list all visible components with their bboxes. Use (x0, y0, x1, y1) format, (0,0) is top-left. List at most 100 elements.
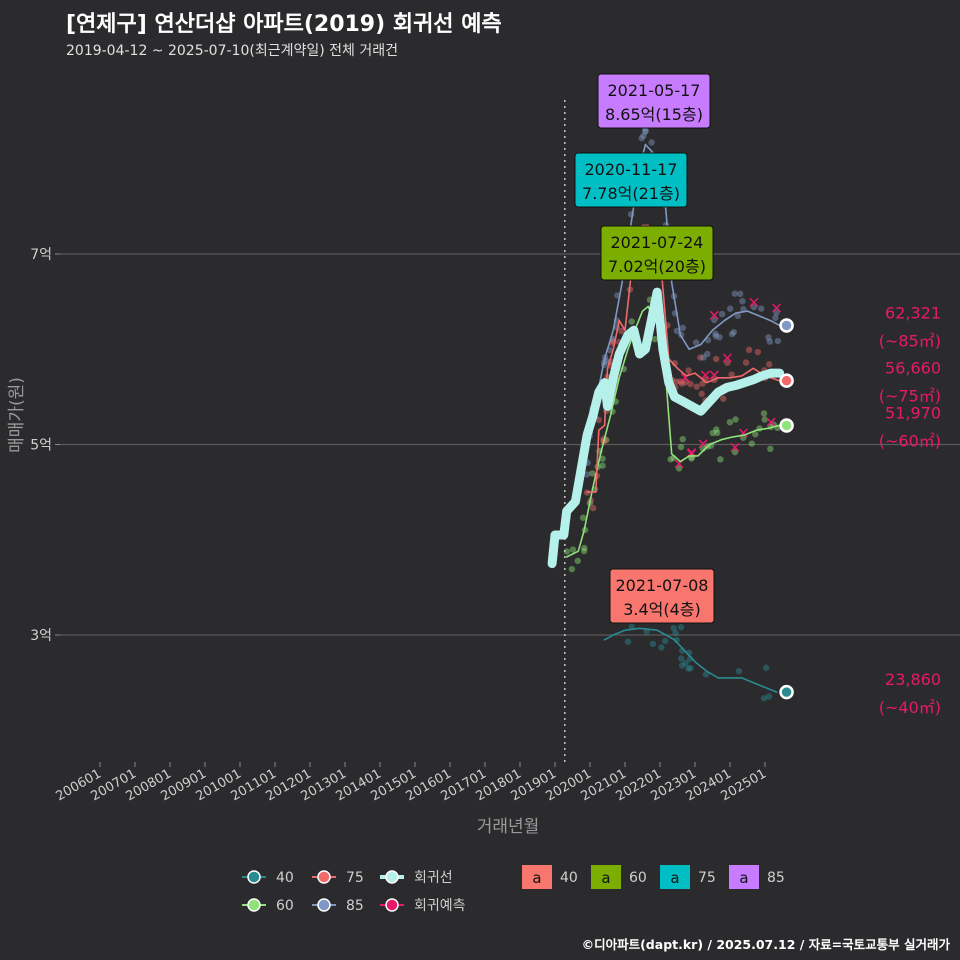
forecast-marker (709, 310, 719, 320)
data-point-85 (731, 290, 739, 297)
chart-title: [연제구] 연산더샵 아파트(2019) 회귀선 예측 (66, 12, 502, 37)
data-point-85 (716, 334, 723, 341)
forecast-marker (730, 442, 740, 452)
data-point-75 (672, 378, 680, 385)
end-size-75: (~75㎡) (879, 387, 941, 406)
legend-box-85 (729, 865, 759, 889)
data-point-75 (724, 359, 731, 366)
data-point-85 (711, 316, 718, 324)
data-point-60 (599, 462, 606, 469)
legend-box-glyph: a (739, 869, 748, 887)
data-point-75 (698, 390, 705, 398)
annotation-value-60: 7.02억(20층) (608, 257, 706, 276)
annotation-value-75: 7.78억(21층) (582, 184, 680, 203)
data-point-85 (712, 332, 720, 340)
data-point-60 (688, 455, 695, 462)
data-point-60 (589, 470, 596, 477)
legend-dot-회귀선 (385, 870, 399, 884)
legend-dot-85 (317, 898, 331, 912)
legend-label-40: 40 (276, 870, 294, 886)
data-point-75 (699, 380, 706, 387)
data-point-85 (642, 128, 649, 135)
legend-label-회귀선: 회귀선 (414, 870, 453, 886)
data-point-40 (670, 624, 677, 632)
data-point-85 (583, 471, 591, 478)
data-point-60 (752, 431, 759, 438)
annotation-box-60 (600, 225, 714, 281)
data-point-40 (678, 662, 686, 669)
data-point-60 (679, 435, 686, 443)
legend-box-60 (591, 865, 621, 889)
legend-box-label-60: 60 (629, 870, 647, 886)
legend-dot-75 (317, 870, 331, 884)
data-point-75 (712, 355, 720, 363)
data-point-60 (709, 429, 716, 437)
legend-dot-60 (247, 898, 261, 912)
data-point-40 (672, 629, 679, 637)
data-point-85 (734, 312, 741, 319)
data-point-60 (581, 544, 588, 552)
data-point-60 (748, 440, 756, 447)
series-line-60 (565, 300, 781, 558)
credit-text: ©디아파트(dapt.kr) / 2025.07.12 / 자료=국토교통부 실… (581, 937, 950, 952)
data-point-75 (697, 354, 704, 361)
data-point-85 (758, 305, 765, 312)
data-point-85 (692, 339, 700, 346)
data-point-85 (750, 303, 758, 311)
data-point-40 (661, 637, 669, 645)
forecast-marker (749, 297, 759, 307)
data-point-85 (773, 309, 780, 316)
data-point-85 (765, 334, 772, 341)
legend-dot-회귀예측 (385, 898, 399, 912)
data-point-60 (599, 455, 606, 462)
end-labels: 62,321 (~85㎡) 56,660 (~75㎡)51,970 (~60㎡) 23,8… (779, 303, 941, 717)
data-point-75 (754, 348, 762, 356)
data-point-60 (675, 465, 683, 472)
legend-label-85: 85 (346, 898, 364, 914)
annotation-date-75: 2020-11-17 (585, 160, 678, 179)
data-point-85 (774, 337, 782, 345)
data-point-60 (628, 318, 635, 325)
data-point-75 (678, 380, 686, 387)
data-point-85 (712, 330, 719, 338)
y-tick-label: 7억 (30, 247, 52, 263)
data-point-85 (642, 127, 649, 134)
chart-subtitle: 2019-04-12 ~ 2025-07-10(최근계약일) 전체 거래건 (66, 43, 398, 59)
data-point-40 (677, 624, 685, 631)
series-line-회귀선 (547, 287, 785, 569)
data-point-60 (760, 410, 768, 417)
data-point-75 (745, 346, 753, 354)
data-point-60 (731, 448, 739, 456)
data-point-60 (579, 514, 587, 521)
data-point-85 (772, 314, 779, 322)
data-point-60 (563, 548, 571, 555)
annotation-date-40: 2021-07-08 (616, 576, 709, 595)
legend-box-glyph: a (670, 869, 679, 887)
forecast-marker (772, 303, 782, 313)
forecast-marker (698, 439, 708, 449)
data-point-60 (767, 445, 774, 453)
legend-box-label-40: 40 (560, 870, 578, 886)
data-point-60 (574, 557, 581, 565)
data-point-40 (687, 664, 694, 672)
x-axis-label: 거래년월 (477, 817, 540, 837)
endpoint-40 (779, 684, 794, 700)
data-point-60 (568, 565, 576, 573)
data-point-40 (682, 659, 689, 667)
data-point-60 (651, 335, 659, 343)
annotation-date-85: 2021-05-17 (608, 81, 701, 100)
endpoint-85 (779, 318, 794, 333)
y-tick-label: 5억 (30, 438, 52, 454)
data-point-75 (595, 416, 602, 424)
data-point-85 (704, 350, 711, 358)
legend-dot-40 (247, 870, 261, 884)
data-point-60 (667, 456, 674, 463)
data-point-40 (685, 665, 692, 672)
data-point-85 (739, 298, 746, 305)
legend-box-glyph: a (601, 869, 610, 887)
forecast-marker (722, 353, 732, 363)
endpoint-60 (779, 418, 794, 433)
annotation-box-40 (609, 568, 715, 624)
data-point-75 (720, 395, 727, 402)
